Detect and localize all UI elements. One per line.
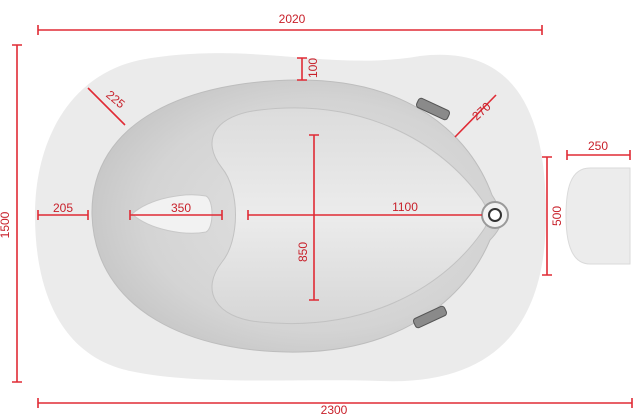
dim-label: 850 (296, 242, 310, 262)
headrest (131, 194, 213, 234)
dimension-lines (12, 25, 633, 408)
dim-line (12, 44, 22, 383)
dim-label: 500 (550, 206, 564, 226)
dim-line (309, 134, 319, 301)
dim-label: 1500 (0, 211, 12, 238)
drain (488, 208, 502, 222)
handle-bottom (412, 305, 448, 329)
dim-label: 350 (171, 201, 191, 215)
dim-line (542, 156, 552, 276)
dim-line (566, 150, 631, 160)
dim-label: 2020 (279, 12, 306, 26)
dim-label: 2300 (321, 403, 348, 416)
dim-line (37, 25, 543, 35)
dim-line (297, 57, 307, 81)
dim-line (129, 210, 223, 220)
dim-line (37, 210, 89, 220)
dim-line (37, 398, 633, 408)
dim-line (87, 87, 126, 126)
dim-label: 250 (588, 139, 608, 153)
dim-line (454, 94, 497, 138)
dim-line (247, 210, 482, 220)
pillow (565, 167, 631, 265)
dim-label: 1100 (392, 200, 418, 214)
handle-top (415, 97, 451, 121)
dim-label: 205 (53, 201, 73, 215)
dim-label: 100 (306, 58, 320, 78)
